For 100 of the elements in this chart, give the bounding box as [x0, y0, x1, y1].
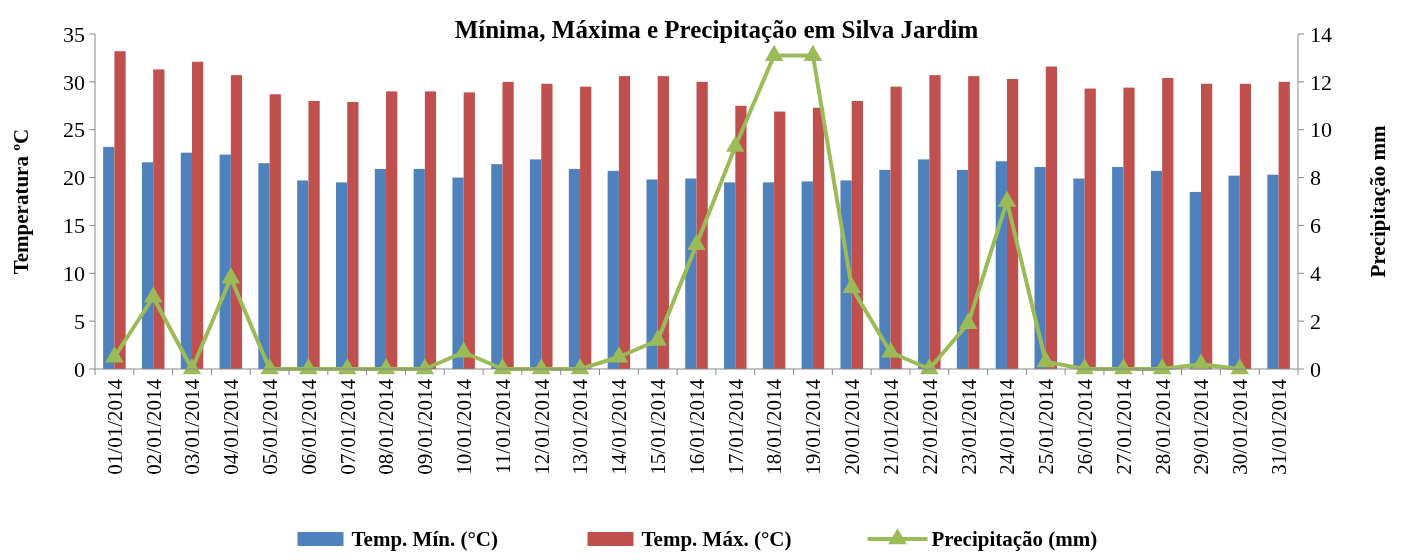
x-tick-label: 11/01/2014 [490, 378, 515, 474]
bar [1084, 88, 1096, 369]
bar [1278, 81, 1290, 369]
bar [580, 86, 592, 369]
legend-label: Temp. Mín. (°C) [351, 527, 498, 551]
x-tick-label: 29/01/2014 [1189, 378, 1214, 475]
x-tick-label: 18/01/2014 [762, 378, 787, 475]
y2-tick-label: 4 [1310, 260, 1321, 286]
x-tick-label: 01/01/2014 [102, 378, 127, 475]
x-tick-label: 23/01/2014 [956, 378, 981, 475]
point [803, 44, 823, 61]
bar [890, 86, 902, 369]
bar [1228, 175, 1240, 369]
bar [1150, 170, 1163, 369]
point [881, 341, 900, 358]
x-tick-label: 04/01/2014 [219, 378, 244, 475]
x-tick-label: 31/01/2014 [1266, 378, 1291, 475]
y-tick-label: 15 [63, 213, 85, 239]
bar [568, 168, 581, 369]
bar [308, 101, 320, 369]
point [764, 44, 784, 61]
point [687, 233, 706, 250]
x-tick-label: 15/01/2014 [646, 378, 671, 475]
x-tick-label: 10/01/2014 [452, 378, 477, 475]
point [648, 329, 667, 346]
x-tick-label: 28/01/2014 [1150, 378, 1175, 475]
x-tick-label: 26/01/2014 [1072, 378, 1097, 475]
bar [424, 91, 437, 369]
bar [347, 101, 359, 369]
bar [374, 168, 387, 369]
bar [1006, 78, 1019, 369]
bar [696, 81, 708, 369]
x-tick-label: 27/01/2014 [1111, 378, 1136, 475]
x-tick-label: 20/01/2014 [840, 378, 865, 475]
bar [879, 169, 891, 369]
bar [463, 92, 475, 369]
bar [1200, 83, 1213, 369]
y2-tick-label: 10 [1310, 117, 1332, 143]
bar [192, 61, 204, 369]
bar [1239, 83, 1252, 369]
bar [774, 111, 786, 369]
bar [297, 180, 309, 369]
bar [269, 94, 281, 369]
bar [491, 164, 503, 369]
y-tick-label: 0 [74, 356, 85, 382]
x-tick-label: 13/01/2014 [568, 378, 593, 475]
point [105, 346, 124, 363]
bar [141, 162, 154, 369]
point [454, 341, 473, 358]
point [997, 190, 1017, 207]
bar [103, 146, 115, 369]
x-tick-label: 22/01/2014 [917, 378, 942, 475]
x-tick-label: 17/01/2014 [723, 378, 748, 475]
y-tick-label: 20 [63, 165, 85, 191]
bar [502, 81, 514, 369]
x-tick-label: 08/01/2014 [374, 378, 399, 475]
x-tick-label: 21/01/2014 [878, 378, 903, 475]
bar [1073, 178, 1085, 369]
point [726, 135, 745, 152]
bar [114, 51, 126, 369]
bar [180, 152, 193, 369]
chart-title: Mínima, Máxima e Precipitação em Silva Jardim [454, 16, 979, 43]
x-tick-label: 19/01/2014 [801, 378, 826, 475]
y-tick-label: 35 [63, 21, 85, 47]
bar [386, 91, 398, 369]
bar [1267, 174, 1279, 369]
x-tick-label: 30/01/2014 [1228, 378, 1253, 475]
y-tick-label: 25 [63, 117, 85, 143]
x-tick-label: 24/01/2014 [995, 378, 1020, 475]
bar [762, 182, 775, 369]
point [1036, 351, 1056, 368]
bar [541, 83, 553, 369]
bar [646, 179, 658, 369]
bar [618, 76, 631, 369]
y-axis-title: Temperatura ºC [9, 128, 33, 275]
x-tick-label: 07/01/2014 [335, 378, 360, 475]
bar [801, 181, 813, 369]
y-tick-label: 30 [63, 69, 85, 95]
bar [258, 163, 270, 369]
bar [968, 76, 980, 369]
bar [812, 107, 825, 369]
bar [335, 182, 348, 369]
point [221, 267, 241, 284]
bar [918, 159, 930, 369]
bar [724, 182, 736, 369]
x-tick-label: 12/01/2014 [529, 378, 554, 475]
bar [413, 168, 425, 369]
y2-axis-title: Precipitação mm [1366, 125, 1390, 278]
bar [153, 69, 165, 369]
bar [1112, 167, 1124, 369]
bar [1189, 191, 1201, 369]
y2-tick-label: 12 [1310, 69, 1332, 95]
y2-tick-label: 6 [1310, 213, 1321, 239]
bar [851, 101, 863, 369]
x-tick-label: 03/01/2014 [180, 378, 205, 475]
y2-tick-label: 2 [1310, 308, 1321, 334]
point [842, 276, 862, 294]
bar [929, 75, 941, 369]
x-tick-label: 06/01/2014 [296, 378, 321, 475]
y-tick-label: 5 [74, 308, 85, 334]
